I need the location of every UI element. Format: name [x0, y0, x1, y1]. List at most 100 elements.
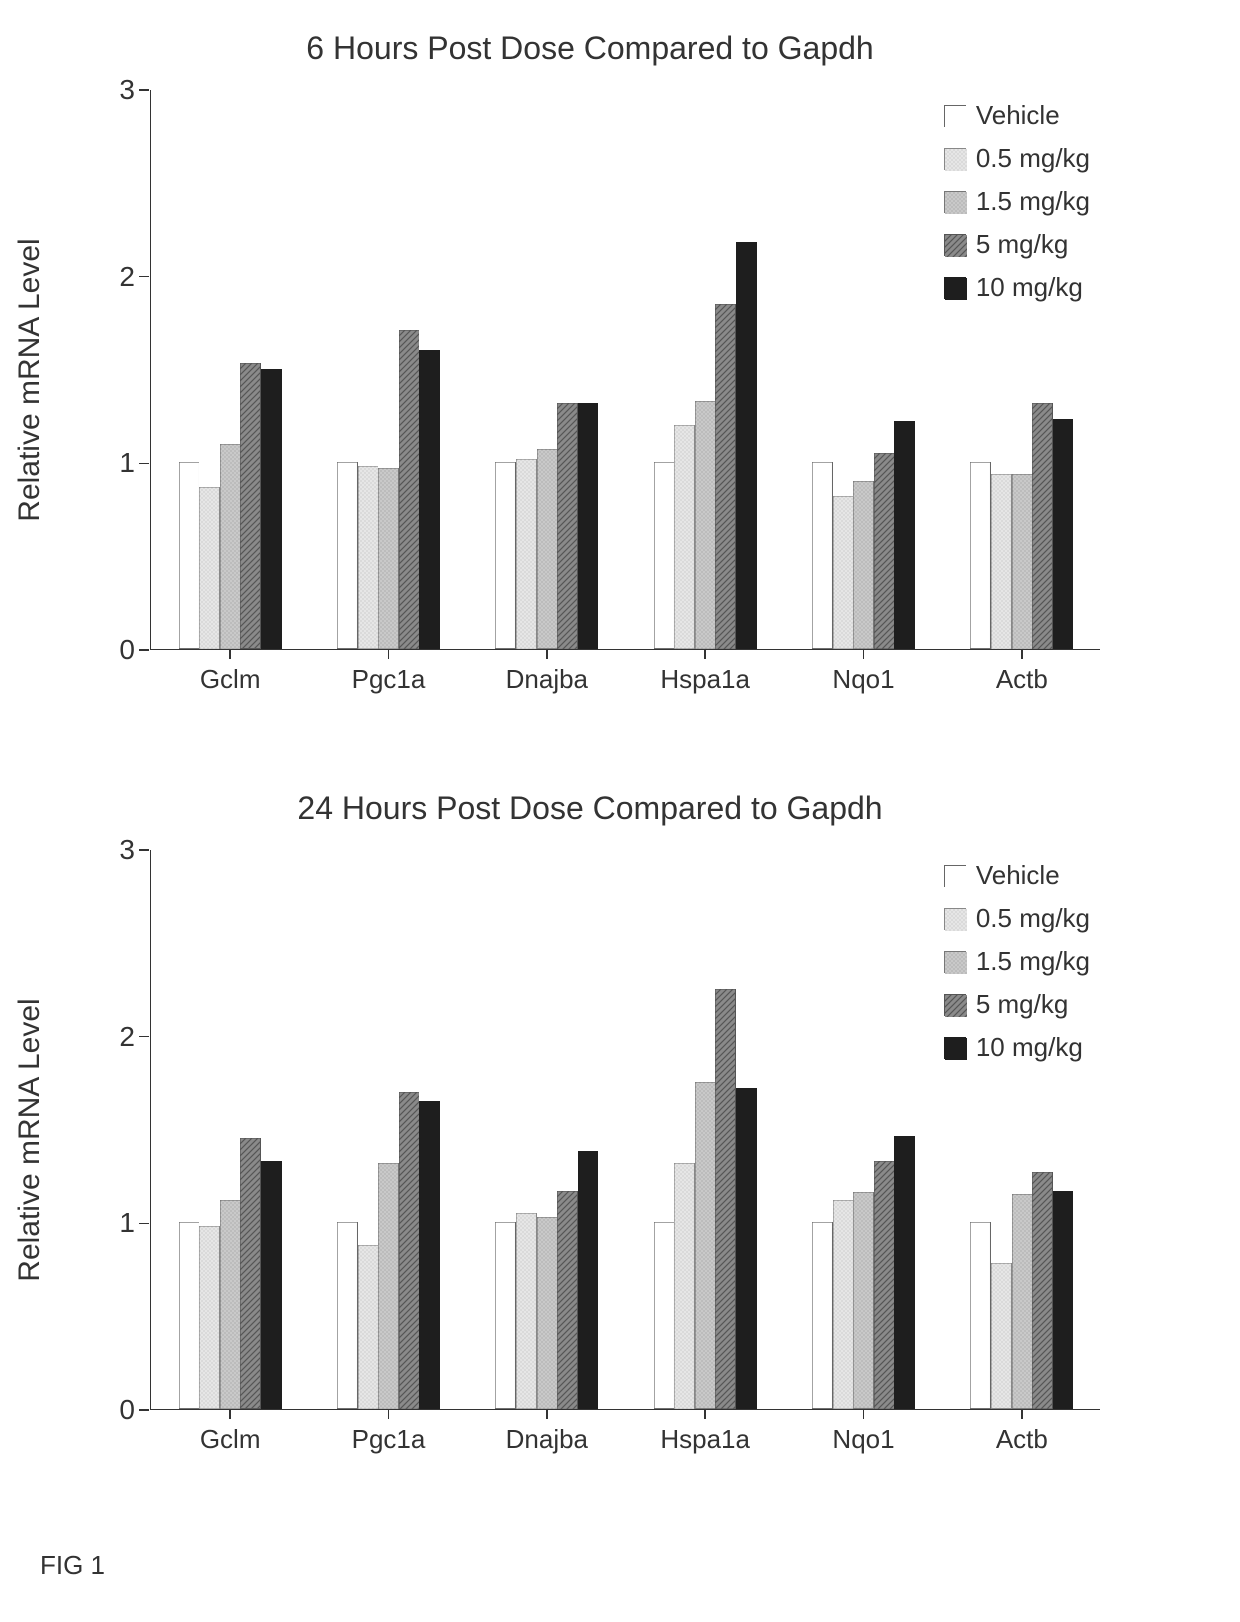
- legend: Vehicle 0.5 mg/kg 1.5 mg/kg 5 mg/kg 10 mg/kg: [944, 100, 1090, 315]
- bar: [358, 466, 379, 649]
- legend-item: 10 mg/kg: [944, 1032, 1090, 1063]
- legend-item: 5 mg/kg: [944, 989, 1090, 1020]
- y-tick-label: 2: [101, 1021, 135, 1053]
- x-tick: [704, 1409, 706, 1419]
- y-axis-label: Relative mRNA Level: [13, 238, 47, 521]
- bar: [715, 989, 736, 1409]
- legend-item: 1.5 mg/kg: [944, 946, 1090, 977]
- x-tick-label: Dnajba: [506, 664, 588, 695]
- bar: [378, 1163, 399, 1409]
- x-tick-label: Pgc1a: [352, 1424, 426, 1455]
- bar: [833, 496, 854, 649]
- bar: [874, 1161, 895, 1409]
- bar: [240, 1138, 261, 1409]
- chart-panel: 24 Hours Post Dose Compared to GapdhRela…: [40, 790, 1140, 1490]
- x-tick: [229, 1409, 231, 1419]
- y-tick: [139, 1409, 149, 1411]
- legend-swatch: [944, 105, 966, 127]
- bar: [812, 462, 833, 649]
- bar: [715, 304, 736, 649]
- y-tick-label: 3: [101, 834, 135, 866]
- legend-label: 0.5 mg/kg: [976, 143, 1090, 174]
- legend-label: 1.5 mg/kg: [976, 186, 1090, 217]
- legend-item: 5 mg/kg: [944, 229, 1090, 260]
- x-tick-label: Actb: [996, 664, 1048, 695]
- bar: [557, 1191, 578, 1409]
- legend-item: Vehicle: [944, 100, 1090, 131]
- y-tick: [139, 463, 149, 465]
- bar: [495, 462, 516, 649]
- bar: [358, 1245, 379, 1409]
- bar: [853, 481, 874, 649]
- bar: [419, 1101, 440, 1409]
- y-tick-label: 1: [101, 447, 135, 479]
- bar: [240, 363, 261, 649]
- bar: [557, 403, 578, 649]
- x-tick: [863, 649, 865, 659]
- bar: [736, 1088, 757, 1409]
- legend-label: 5 mg/kg: [976, 229, 1069, 260]
- x-tick: [388, 649, 390, 659]
- bar: [894, 1136, 915, 1409]
- legend-swatch: [944, 994, 966, 1016]
- bar: [991, 474, 1012, 649]
- legend-label: Vehicle: [976, 100, 1060, 131]
- bar: [1032, 1172, 1053, 1409]
- bar: [516, 459, 537, 649]
- legend-item: 0.5 mg/kg: [944, 903, 1090, 934]
- y-tick: [139, 649, 149, 651]
- bar: [970, 462, 991, 649]
- y-tick: [139, 1223, 149, 1225]
- bar: [1053, 419, 1074, 649]
- x-tick: [1021, 649, 1023, 659]
- y-tick: [139, 89, 149, 91]
- y-tick: [139, 849, 149, 851]
- bar: [1053, 1191, 1074, 1409]
- bar: [378, 468, 399, 649]
- bar: [578, 1151, 599, 1409]
- bar: [674, 425, 695, 649]
- bar: [495, 1222, 516, 1409]
- bar: [220, 444, 241, 649]
- y-tick-label: 0: [101, 1394, 135, 1426]
- chart-panel: 6 Hours Post Dose Compared to GapdhRelat…: [40, 30, 1140, 730]
- bar: [970, 1222, 991, 1409]
- bar: [261, 1161, 282, 1409]
- bar: [1032, 403, 1053, 649]
- bar: [1012, 474, 1033, 649]
- bar: [833, 1200, 854, 1409]
- bar: [674, 1163, 695, 1409]
- legend-item: 1.5 mg/kg: [944, 186, 1090, 217]
- legend-item: Vehicle: [944, 860, 1090, 891]
- x-tick-label: Gclm: [200, 1424, 261, 1455]
- y-tick-label: 0: [101, 634, 135, 666]
- chart-title: 24 Hours Post Dose Compared to Gapdh: [40, 790, 1140, 827]
- bar: [695, 1082, 716, 1409]
- x-tick-label: Gclm: [200, 664, 261, 695]
- bar: [179, 462, 200, 649]
- bar: [337, 462, 358, 649]
- x-tick: [704, 649, 706, 659]
- charts-container: 6 Hours Post Dose Compared to GapdhRelat…: [40, 30, 1200, 1490]
- bar: [537, 449, 558, 649]
- bar: [812, 1222, 833, 1409]
- bar: [894, 421, 915, 649]
- y-tick: [139, 276, 149, 278]
- x-tick: [863, 1409, 865, 1419]
- y-axis-label: Relative mRNA Level: [13, 998, 47, 1281]
- bar: [220, 1200, 241, 1409]
- legend-swatch: [944, 908, 966, 930]
- bar: [853, 1192, 874, 1409]
- x-tick-label: Nqo1: [832, 664, 894, 695]
- bar: [654, 462, 675, 649]
- x-tick-label: Hspa1a: [660, 664, 750, 695]
- bar: [578, 403, 599, 649]
- bar: [199, 1226, 220, 1409]
- legend-label: 10 mg/kg: [976, 1032, 1083, 1063]
- bar: [991, 1263, 1012, 1409]
- x-tick: [388, 1409, 390, 1419]
- legend: Vehicle 0.5 mg/kg 1.5 mg/kg 5 mg/kg 10 mg/kg: [944, 860, 1090, 1075]
- legend-label: 10 mg/kg: [976, 272, 1083, 303]
- legend-swatch: [944, 865, 966, 887]
- x-tick: [229, 649, 231, 659]
